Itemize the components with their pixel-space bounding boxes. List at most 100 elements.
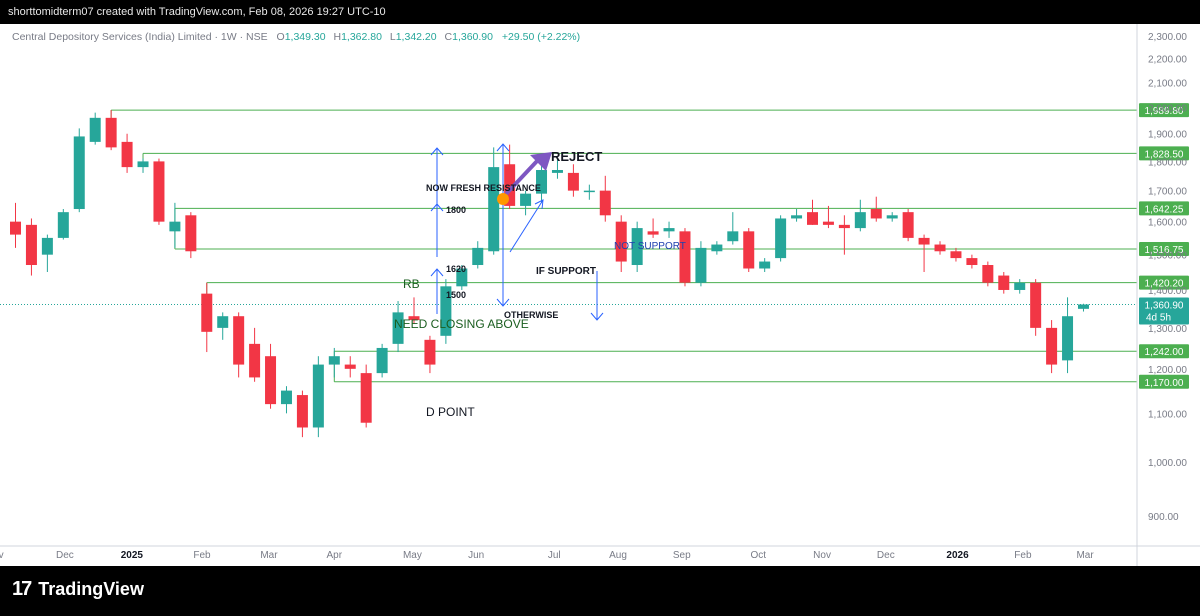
last-price-tag <box>1139 297 1189 325</box>
candle-body <box>934 244 946 252</box>
candle-body <box>950 251 962 259</box>
down-arrow-otherwise-head <box>496 298 510 307</box>
candle-body <box>966 258 978 266</box>
candle-body <box>376 347 388 374</box>
candle-body <box>488 167 500 252</box>
candle-body <box>743 231 755 269</box>
y-tick-label: 1,000.00 <box>1148 458 1187 469</box>
candle-body <box>1014 282 1026 290</box>
candle-body <box>647 231 659 235</box>
logo-text: TradingView <box>38 579 144 599</box>
candle-body <box>328 356 340 365</box>
up-arrow-mid-head <box>430 203 444 212</box>
candle-body <box>57 212 69 238</box>
annotation-reject: REJECT <box>551 149 602 164</box>
legend-o-label: O <box>277 31 285 43</box>
price-level-tag <box>1139 146 1189 161</box>
candle-body <box>711 244 723 252</box>
x-tick-label: Jul <box>548 550 561 561</box>
candle-body <box>296 395 308 428</box>
y-tick-label: 1,200.00 <box>1148 365 1187 376</box>
candle-body <box>312 364 324 428</box>
attribution-header: shorttomidterm07 created with TradingVie… <box>0 0 1200 24</box>
x-tick-label: Feb <box>193 550 211 561</box>
candle-body <box>918 237 930 245</box>
candle-body <box>249 343 261 378</box>
y-tick-label: 1,900.00 <box>1148 130 1187 141</box>
candle-body <box>137 161 149 168</box>
candle-body <box>615 221 627 262</box>
annotation-a1620: 1620 <box>446 264 466 274</box>
legend-l-value: 1,342.20 <box>396 31 437 43</box>
candle-body <box>344 364 356 369</box>
last-price-label: 1,360.90 <box>1145 300 1184 311</box>
candle-body <box>1062 316 1074 361</box>
candle-body <box>265 356 277 405</box>
legend-o-value: 1,349.30 <box>285 31 326 43</box>
candle-body <box>201 293 213 332</box>
candle-body <box>870 209 882 219</box>
candle-body <box>25 224 37 266</box>
up-arrow-resistance-head <box>496 143 510 152</box>
y-tick-label: 900.00 <box>1148 512 1179 523</box>
candle-body <box>280 390 292 405</box>
drawings <box>430 143 604 321</box>
candle-body <box>41 237 53 255</box>
candlestick-chart[interactable]: 1,989.80 1,828.50 1,642.25 1,516.75 1,420.20… <box>0 24 1200 566</box>
candle-body <box>440 286 452 336</box>
candle-body <box>982 265 994 283</box>
annotation-rb: RB <box>403 277 420 291</box>
x-tick-label: Nov <box>813 550 831 561</box>
legend-c-value: 1,360.90 <box>452 31 493 43</box>
up-arrow-long-head <box>430 147 444 156</box>
tradingview-logo[interactable]: 17 TradingView <box>12 578 144 601</box>
x-tick-label: Dec <box>56 550 74 561</box>
x-tick-label: Sep <box>673 550 691 561</box>
y-tick-label: 2,100.00 <box>1148 79 1187 90</box>
annotation-otherwise: OTHERWISE <box>504 310 558 320</box>
price-level-label: 1,242.00 <box>1145 347 1184 358</box>
candle-body <box>663 228 675 232</box>
y-tick-label: 2,000.00 <box>1148 103 1187 114</box>
y-tick-label: 2,200.00 <box>1148 55 1187 66</box>
candle-body <box>105 117 117 148</box>
x-tick-label: May <box>403 550 422 561</box>
y-tick-label: 1,300.00 <box>1148 324 1187 335</box>
annotation-ifsupport: IF SUPPORT <box>536 266 596 277</box>
chart-area[interactable]: 1,989.80 1,828.50 1,642.25 1,516.75 1,420.20… <box>0 24 1200 566</box>
candle-body <box>695 247 707 283</box>
symbol-legend[interactable]: Central Depository Services (India) Limi… <box>12 31 580 43</box>
candle-body <box>1030 282 1042 328</box>
candle-body <box>217 316 229 328</box>
orange-marker <box>497 193 509 205</box>
candle-body <box>727 231 739 242</box>
candles <box>10 110 1089 438</box>
candle-body <box>424 339 436 365</box>
annotation-a1800: 1800 <box>446 205 466 215</box>
candle-body <box>1077 304 1089 309</box>
candle-body <box>838 224 850 229</box>
diagonal-arrow <box>509 199 544 253</box>
legend-h-value: 1,362.80 <box>341 31 382 43</box>
candle-body <box>902 212 914 238</box>
annotation-a1500: 1500 <box>446 290 466 300</box>
candle-body <box>807 212 818 225</box>
attribution-text: shorttomidterm07 created with TradingVie… <box>8 6 386 18</box>
x-tick-label: 2025 <box>121 550 144 561</box>
price-level-tag <box>1139 201 1189 216</box>
candle-body <box>886 215 898 219</box>
svg-text:Central Depository Services (I: Central Depository Services (India) Limi… <box>12 31 580 43</box>
candle-body <box>759 261 771 269</box>
annotations: REJECT NOW FRESH RESISTANCE 1800 1620 1500 RB… <box>394 149 686 419</box>
x-tick-label: Oct <box>751 550 767 561</box>
candle-body <box>998 275 1010 290</box>
reject-arrow <box>504 158 540 196</box>
candle-body <box>408 316 420 321</box>
candle-body <box>169 221 181 232</box>
x-tick-label: Aug <box>609 550 627 561</box>
candle-body <box>679 231 691 283</box>
candle-body <box>567 172 579 191</box>
price-level-label: 1,828.50 <box>1145 149 1184 160</box>
candle-body <box>1046 327 1058 365</box>
y-tick-label: 1,100.00 <box>1148 409 1187 420</box>
